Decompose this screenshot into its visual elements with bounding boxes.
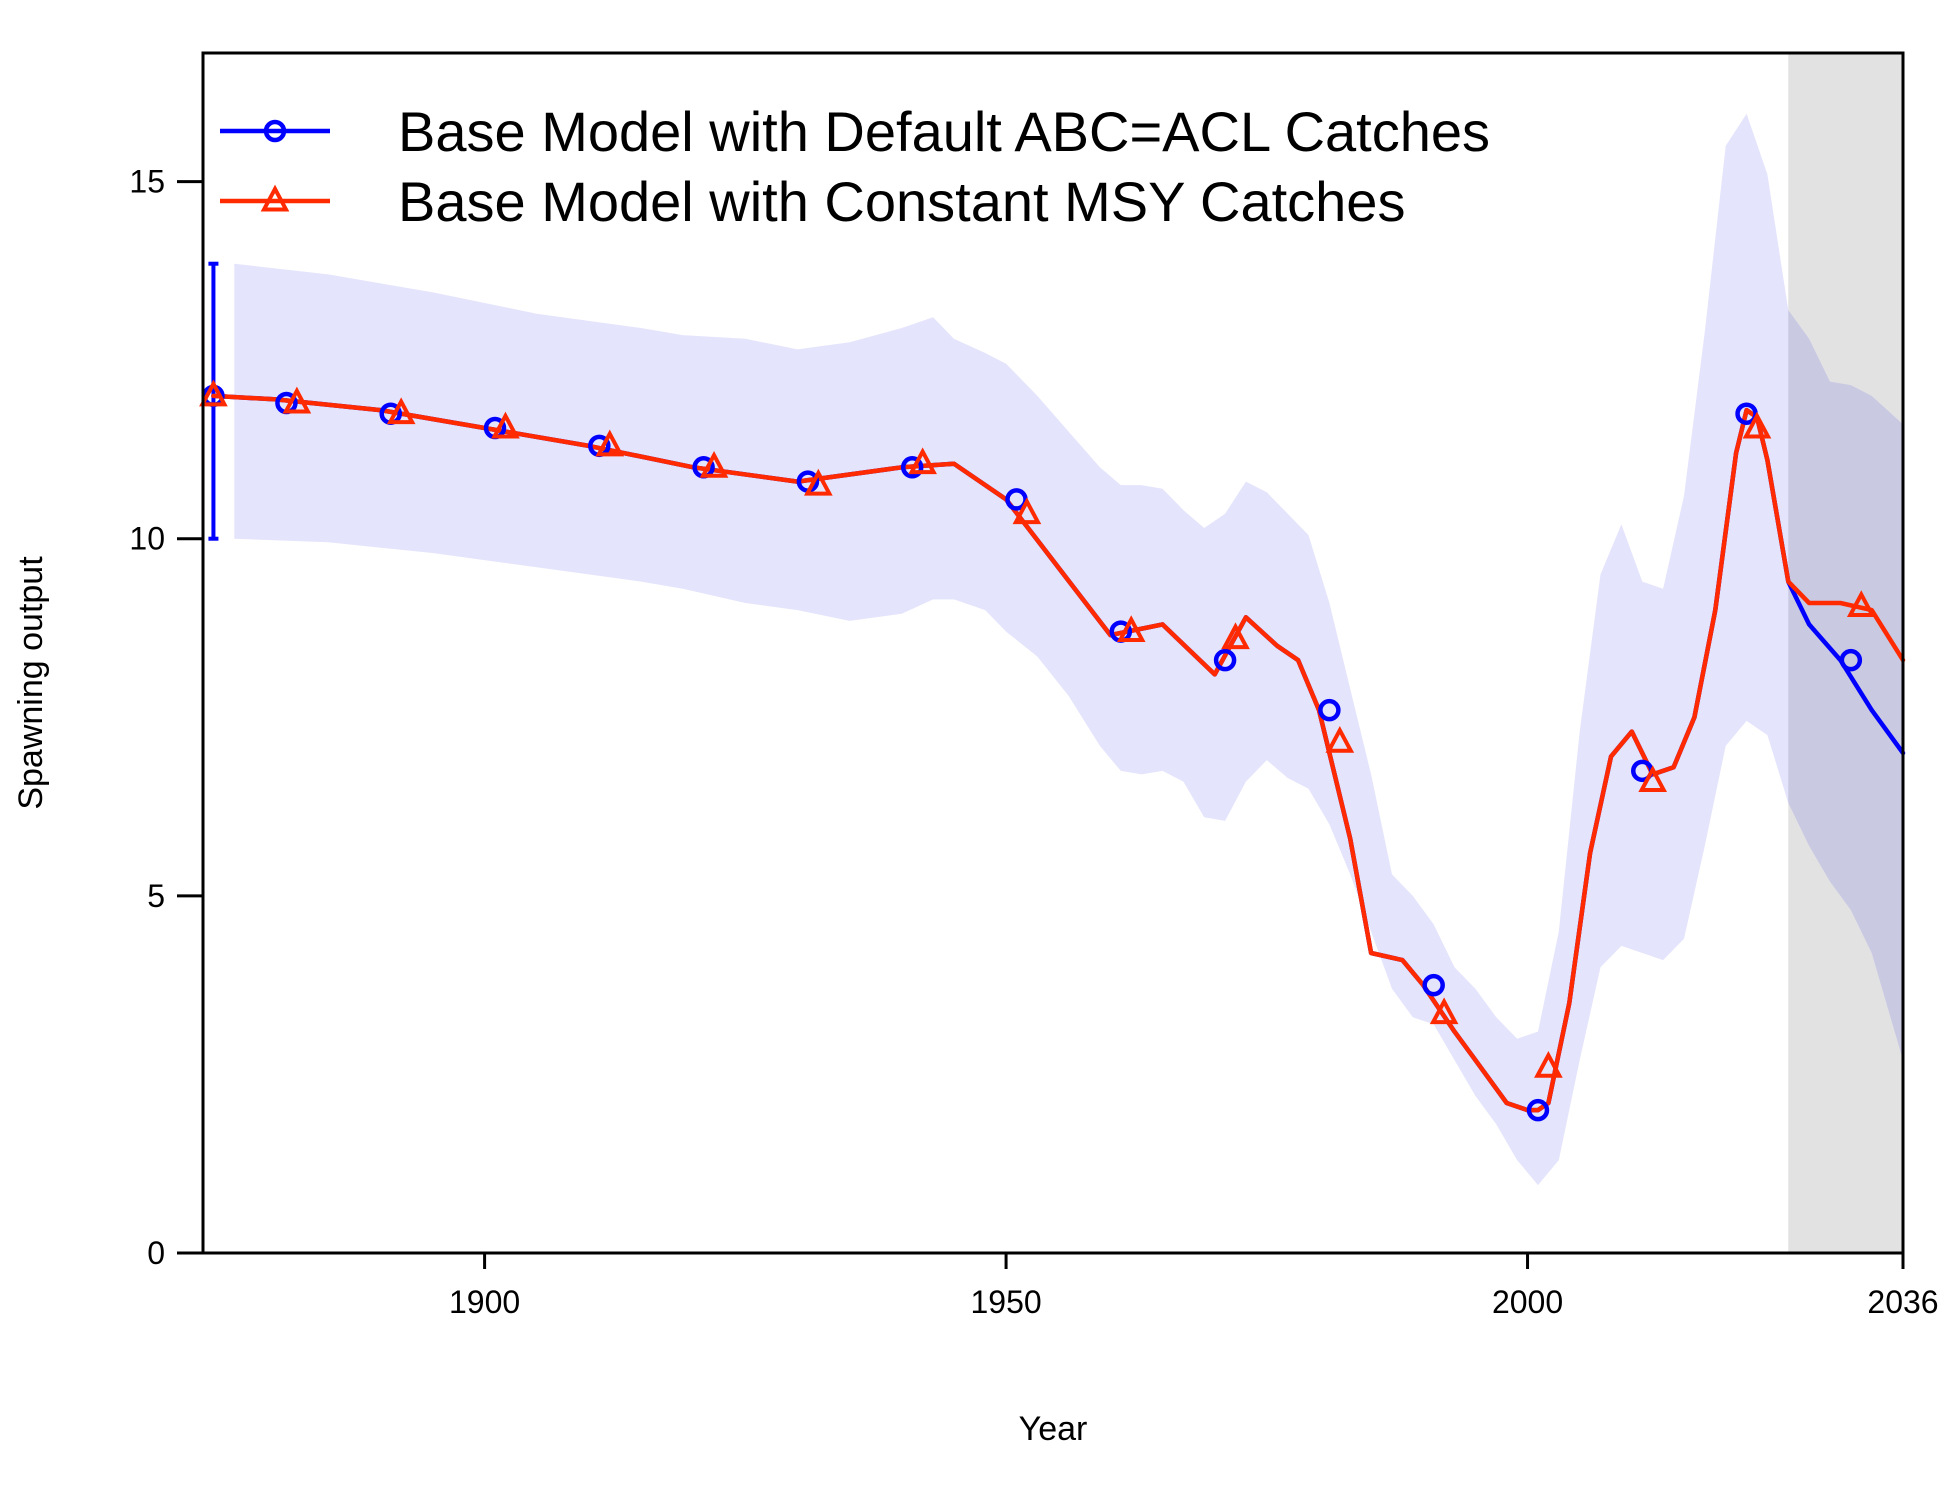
uncertainty-band-forecast bbox=[1788, 309, 1903, 1061]
marker-triangle bbox=[1742, 411, 1772, 439]
marker-circle bbox=[900, 456, 924, 479]
series-markers bbox=[199, 379, 1876, 1122]
uncertainty-band-area bbox=[234, 113, 1903, 1186]
marker-circle bbox=[1213, 648, 1237, 672]
marker-circle bbox=[1005, 488, 1028, 511]
x-tick-label: 2000 bbox=[1492, 1284, 1563, 1320]
marker-triangle bbox=[1116, 615, 1146, 643]
plot-frame bbox=[201, 51, 1905, 1255]
marker-circle bbox=[1318, 698, 1341, 722]
marker-triangle bbox=[1012, 497, 1042, 525]
marker-triangle bbox=[1221, 622, 1250, 650]
x-axis-title: Year bbox=[1019, 1410, 1088, 1448]
legend-item-msy: Base Model with Constant MSY Catches bbox=[220, 170, 1405, 233]
axes: 1900 1950 2000 2036 0 5 10 15 bbox=[129, 164, 1938, 1320]
marker-triangle bbox=[491, 411, 520, 439]
virgin-error-bar bbox=[208, 261, 219, 541]
y-tick-label: 0 bbox=[147, 1235, 165, 1271]
marker-triangle bbox=[1429, 997, 1459, 1025]
uncertainty-band bbox=[234, 113, 1903, 1186]
marker-triangle bbox=[199, 379, 228, 407]
marker-triangle bbox=[1846, 590, 1876, 618]
x-tick-label: 1900 bbox=[449, 1284, 520, 1320]
marker-circle bbox=[1839, 648, 1863, 672]
legend-marker-triangle bbox=[260, 184, 290, 212]
marker-triangle bbox=[803, 468, 833, 496]
marker-triangle bbox=[595, 429, 625, 457]
marker-triangle bbox=[386, 397, 416, 425]
marker-triangle bbox=[908, 447, 937, 475]
marker-circle bbox=[1526, 1098, 1550, 1122]
y-tick-label: 10 bbox=[129, 521, 165, 557]
x-tick-label: 2036 bbox=[1867, 1284, 1938, 1320]
marker-triangle bbox=[699, 450, 729, 478]
marker-triangle bbox=[282, 386, 312, 414]
marker-triangle bbox=[1325, 725, 1355, 753]
legend-label-base: Base Model with Default ABC=ACL Catches bbox=[398, 100, 1490, 163]
marker-triangle bbox=[1534, 1050, 1563, 1078]
marker-circle bbox=[1422, 973, 1445, 997]
y-axis-title: Spawning output bbox=[12, 556, 50, 810]
x-tick-label: 1950 bbox=[970, 1284, 1041, 1320]
y-tick-label: 15 bbox=[129, 164, 165, 200]
legend-marker-circle bbox=[263, 119, 287, 143]
marker-circle bbox=[1735, 402, 1758, 425]
legend-item-base: Base Model with Default ABC=ACL Catches bbox=[220, 100, 1490, 163]
y-tick-label: 5 bbox=[147, 878, 165, 914]
marker-triangle bbox=[1638, 765, 1668, 793]
legend: Base Model with Default ABC=ACL Catches … bbox=[220, 100, 1490, 233]
legend-label-msy: Base Model with Constant MSY Catches bbox=[398, 170, 1405, 233]
